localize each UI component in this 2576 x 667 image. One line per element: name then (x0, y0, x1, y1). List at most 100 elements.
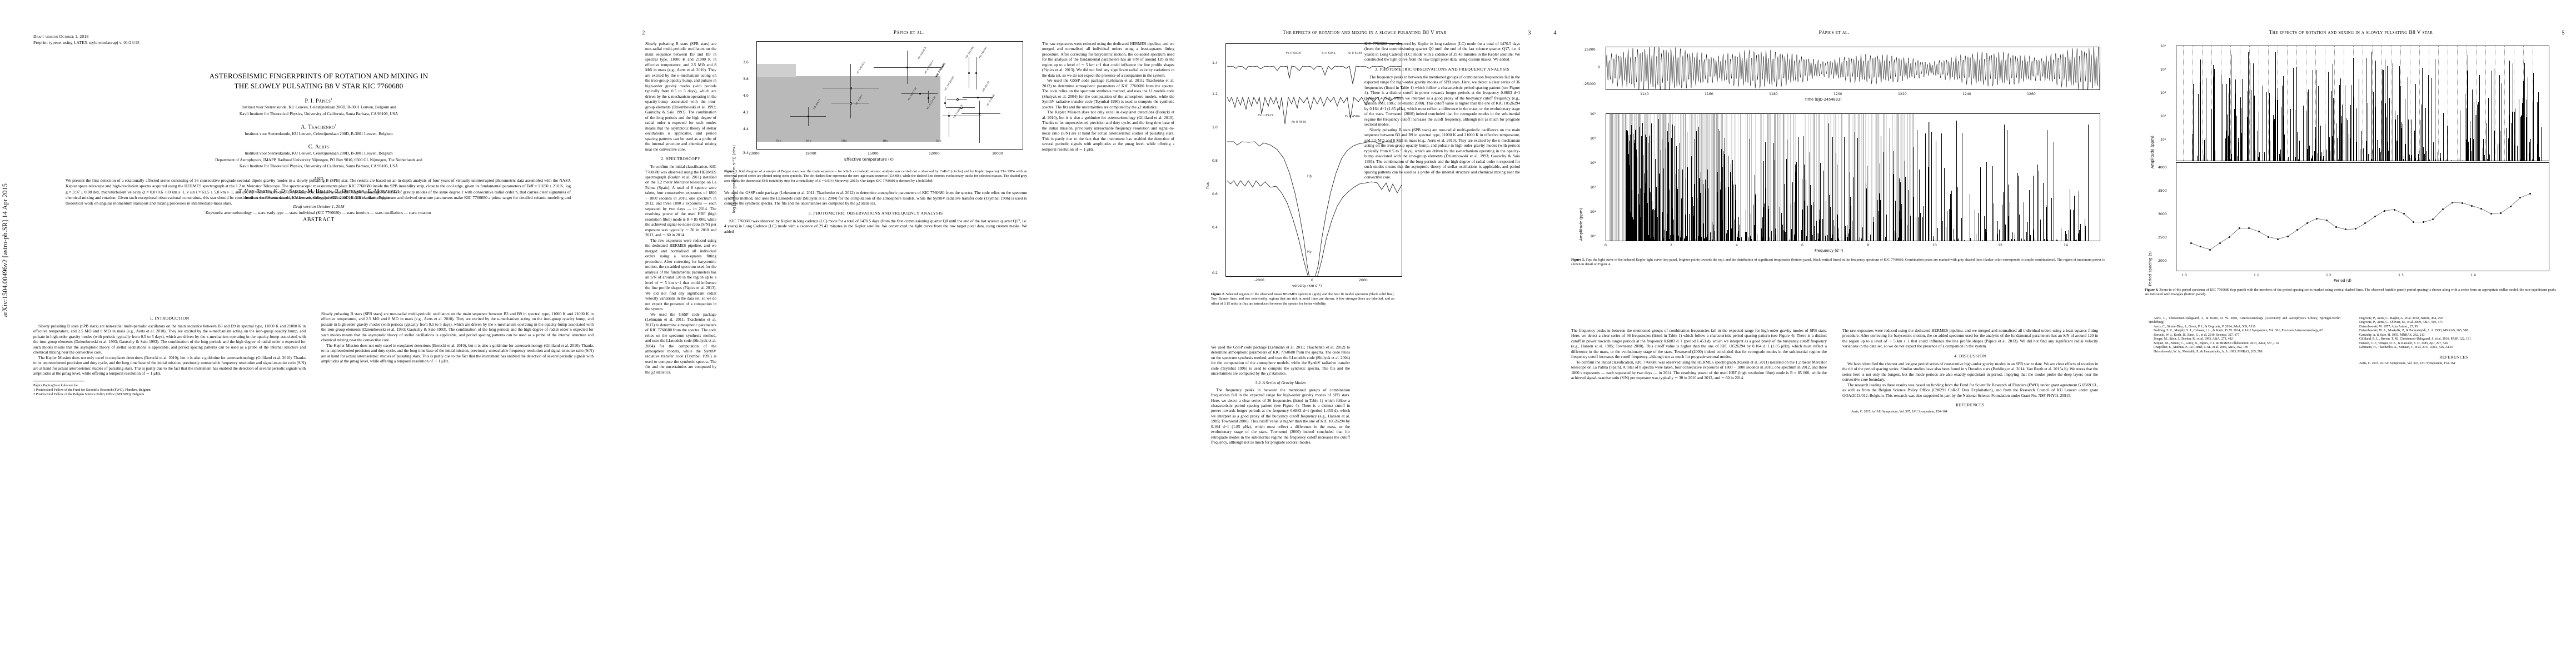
frequency-peak (2505, 128, 2507, 161)
frequency-peak (2533, 155, 2534, 161)
figure-4-label: Figure 4. (2145, 288, 2159, 292)
frequency-peak (2004, 237, 2005, 241)
frequency-peak (1673, 220, 1675, 241)
pg-x-tick: 2 (1670, 243, 1672, 247)
combination-frequency-marker (1813, 114, 1815, 241)
frequency-peak (1816, 221, 1817, 241)
frequency-peak (1764, 203, 1765, 241)
frequency-peak (2418, 154, 2419, 161)
frequency-peak (1648, 136, 1650, 241)
frequency-peak (1730, 229, 1731, 241)
reference-item: Lehmann, H., Tkachenko, A., Semaan, T., … (2359, 346, 2453, 350)
frequency-peak (1791, 229, 1792, 241)
frequency-peak (2238, 138, 2239, 161)
f4-y-tick: 10⁵ (2160, 44, 2166, 48)
combination-frequency-marker (1768, 114, 1770, 241)
frequency-peak (1726, 233, 1727, 241)
frequency-peak (1728, 187, 1729, 241)
frequency-peak (1919, 170, 1920, 241)
frequency-peak (1639, 231, 1640, 241)
frequency-peak (1899, 240, 1900, 241)
mode-marker-line (2193, 46, 2194, 161)
reference-item: Aerts, C. 2015, in IAU Symposium, Vol. 3… (1851, 410, 1947, 414)
frequency-peak (1796, 206, 1797, 241)
frequency-peak (2193, 148, 2194, 161)
frequency-peak (1681, 237, 1682, 241)
frequency-peak (1738, 225, 1739, 241)
combination-frequency-marker (1912, 114, 1913, 241)
frequency-peak (1755, 194, 1756, 241)
intro-continued-paragraph: Slowly pulsating B stars (SPB stars) are… (321, 311, 594, 343)
combination-frequency-marker (1611, 114, 1612, 241)
frequency-peak (2017, 172, 2019, 241)
author-1: P. I. Pápics1 (33, 98, 604, 104)
frequency-peak (1687, 228, 1688, 241)
frequency-peak (2052, 240, 2053, 241)
frequency-peak (1651, 208, 1652, 241)
pg-y-tick: 10² (1590, 186, 1596, 190)
frequency-peak (2056, 240, 2057, 241)
combination-frequency-marker (1819, 114, 1820, 241)
frequency-peak (1970, 238, 1971, 241)
frequency-peak (2366, 141, 2367, 161)
frequency-peak (2288, 157, 2289, 161)
frequency-peak (1922, 206, 1924, 241)
abstract-body: We present the first detection of a rota… (66, 178, 571, 216)
line-label: Fe II 4550 (1292, 121, 1307, 124)
frequency-peak (2012, 232, 2013, 241)
frequency-peak (2326, 149, 2327, 161)
frequency-peak (2401, 122, 2402, 161)
mass-label: 4M⊙ (883, 140, 888, 142)
frequency-peak (1692, 197, 1693, 241)
frequency-peak (2258, 157, 2259, 161)
mode-marker-line (2476, 46, 2477, 161)
star-label: HD 189440 (978, 46, 988, 59)
references-heading-2: REFERENCES (2439, 354, 2468, 360)
combination-frequency-marker (1666, 114, 1667, 241)
page3-right-text-3: Slowly pulsating B stars (SPB stars) are… (1364, 127, 1520, 180)
frequency-peak (1913, 196, 1914, 241)
frequency-peak (1662, 211, 1663, 241)
frequency-peak (2213, 65, 2214, 161)
combination-frequency-marker (1683, 114, 1684, 241)
combination-frequency-marker (1852, 114, 1853, 241)
frequency-peak (2008, 184, 2009, 241)
y-tick: 0.6 (1212, 192, 1218, 196)
frequency-peak (1831, 237, 1832, 241)
frequency-peak (2276, 159, 2278, 161)
frequency-peak (1823, 240, 1824, 241)
mode-marker-line (2183, 46, 2184, 161)
frequency-peak (1699, 178, 1700, 241)
frequency-peak (2333, 97, 2334, 161)
frequency-peak (2073, 210, 2074, 241)
frequency-peak (1626, 151, 1627, 241)
mode-marker-line (2504, 46, 2505, 161)
frequency-peak (2196, 156, 2198, 161)
frequency-peak (1802, 210, 1803, 241)
combination-frequency-marker (1701, 114, 1702, 241)
frequency-peak (1880, 200, 1881, 241)
frequency-peak (1686, 236, 1687, 241)
combination-frequency-marker (1705, 114, 1706, 241)
frequency-peak (2029, 190, 2030, 241)
combination-frequency-marker (1884, 114, 1885, 241)
figure-3: 25000 0 -25000 1140 1160 1180 1200 1220 … (1571, 47, 2105, 267)
frequency-peak (1830, 208, 1831, 241)
frequency-peak (1812, 235, 1813, 241)
frequency-peak (1676, 227, 1677, 241)
frequency-peak (1832, 137, 1833, 241)
frequency-peak (1957, 238, 1959, 241)
combination-frequency-marker (1871, 114, 1872, 241)
frequency-peak (2078, 233, 2079, 241)
combination-frequency-marker (1622, 114, 1624, 241)
section-heading-discussion: 4. DISCUSSION (1954, 353, 1986, 359)
frequency-peak (2414, 131, 2415, 161)
lc-y-tick: 25000 (1585, 48, 1596, 52)
frequency-peak (1985, 229, 1986, 241)
line-label: Fe II 4584 (1345, 115, 1360, 118)
author-2: A. Tkachenko1 (33, 124, 604, 130)
lc-x-tick: 1200 (1833, 92, 1842, 96)
frequency-peak (1629, 220, 1630, 241)
frequency-peak (1687, 167, 1688, 241)
frequency-peak (1843, 161, 1845, 241)
